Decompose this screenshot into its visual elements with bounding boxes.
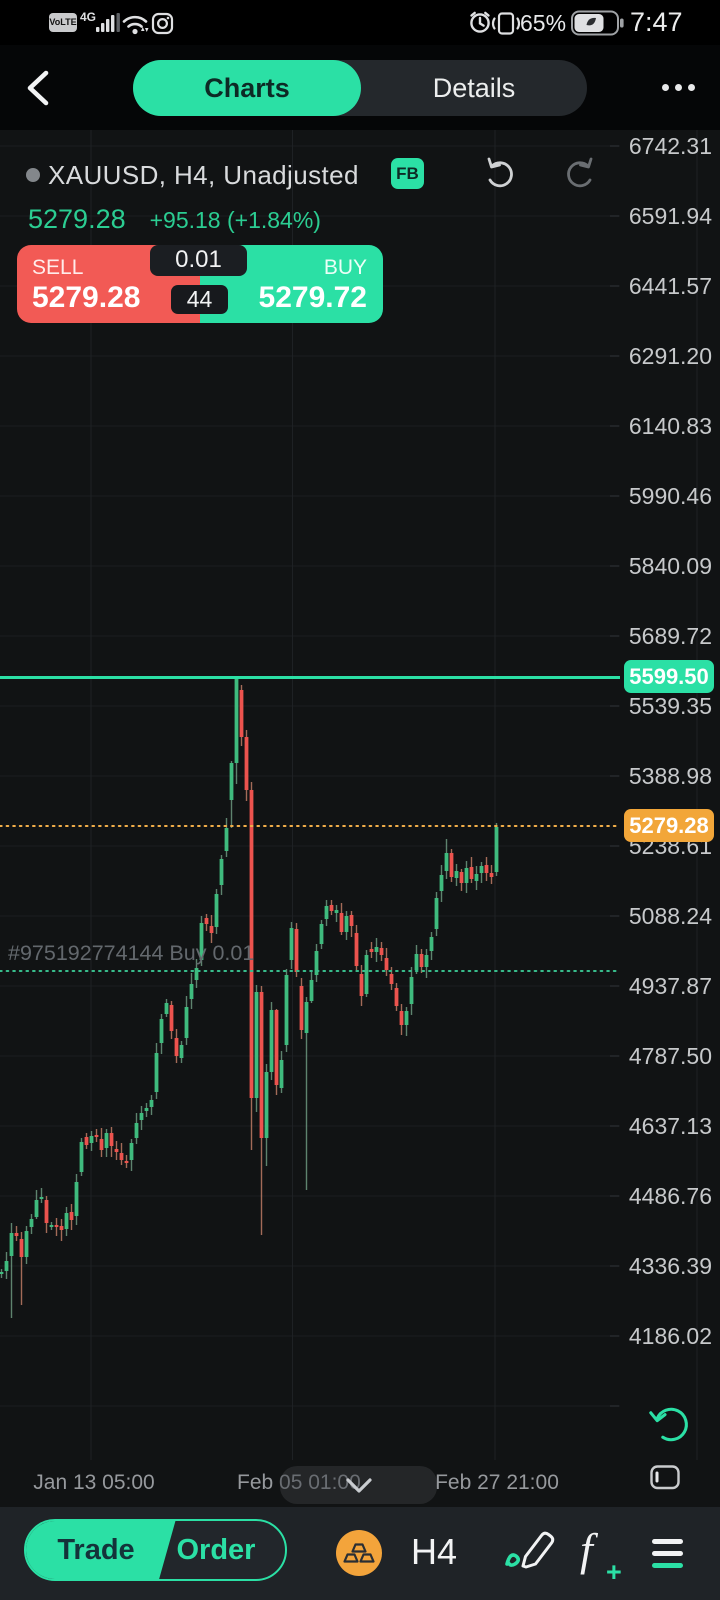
svg-text:5689.72: 5689.72 (629, 623, 712, 649)
svg-text:6591.94: 6591.94 (629, 203, 712, 229)
svg-text:Feb 27 21:00: Feb 27 21:00 (435, 1471, 559, 1494)
svg-text:4787.50: 4787.50 (629, 1043, 712, 1069)
svg-text:6441.57: 6441.57 (629, 273, 712, 299)
svg-text:4336.39: 4336.39 (629, 1253, 712, 1279)
svg-text:4937.87: 4937.87 (629, 973, 712, 999)
svg-text:4186.02: 4186.02 (629, 1323, 712, 1349)
svg-text:5599.50: 5599.50 (629, 664, 709, 689)
svg-text:4486.76: 4486.76 (629, 1183, 712, 1209)
svg-text:6742.31: 6742.31 (629, 133, 712, 159)
svg-text:5388.98: 5388.98 (629, 763, 712, 789)
svg-text:5279.28: 5279.28 (629, 813, 709, 838)
svg-text:5088.24: 5088.24 (629, 903, 712, 929)
svg-text:6291.20: 6291.20 (629, 343, 712, 369)
svg-text:5840.09: 5840.09 (629, 553, 712, 579)
svg-text:Jan 13 05:00: Jan 13 05:00 (33, 1471, 154, 1494)
svg-text:5539.35: 5539.35 (629, 693, 712, 719)
svg-text:#975192774144 Buy 0.01: #975192774144 Buy 0.01 (8, 941, 254, 965)
svg-text:6140.83: 6140.83 (629, 413, 712, 439)
svg-text:5990.46: 5990.46 (629, 483, 712, 509)
svg-text:Feb 05 01:00: Feb 05 01:00 (237, 1471, 361, 1494)
svg-text:4637.13: 4637.13 (629, 1113, 712, 1139)
